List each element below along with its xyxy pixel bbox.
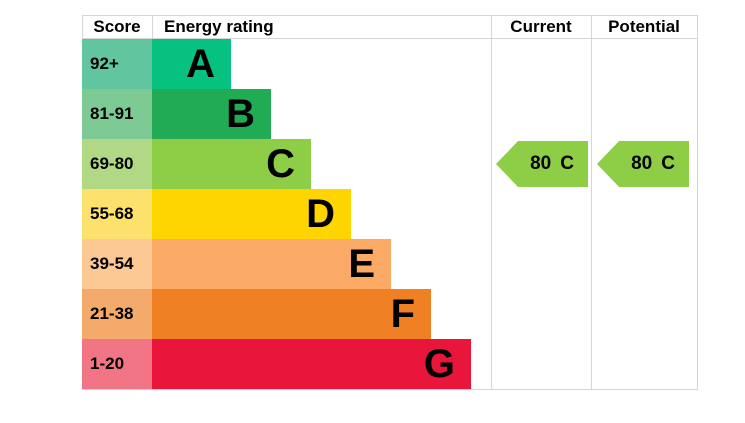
score-column-header: Score <box>93 17 141 36</box>
score-column-divider <box>152 15 153 39</box>
band-score-label: 1-20 <box>82 339 152 389</box>
header-left-border <box>82 15 83 39</box>
current-column-divider <box>491 15 492 390</box>
header-bottom-border <box>82 38 698 39</box>
current-rating-letter: C <box>560 153 574 174</box>
band-row: 1-20 G <box>82 339 698 389</box>
band-letter: C <box>266 142 295 186</box>
potential-column-header: Potential <box>608 17 680 36</box>
band-letter: E <box>348 242 375 286</box>
band-score-label: 81-91 <box>82 89 152 139</box>
band-bar: E <box>152 239 391 289</box>
band-score-label: 69-80 <box>82 139 152 189</box>
band-row: 55-68 D <box>82 189 698 239</box>
band-score-label: 21-38 <box>82 289 152 339</box>
current-column-header: Current <box>510 17 572 36</box>
band-bar: F <box>152 289 431 339</box>
energy-rating-column-header: Energy rating <box>164 17 274 36</box>
band-bar: G <box>152 339 471 389</box>
band-row: 21-38 F <box>82 289 698 339</box>
band-letter: A <box>186 42 215 86</box>
table-right-border <box>697 15 698 390</box>
potential-score-value: 80 <box>631 153 653 174</box>
band-row: 39-54 E <box>82 239 698 289</box>
potential-column-divider <box>591 15 592 390</box>
potential-rating-arrow: 80 C <box>597 141 689 187</box>
band-row: 92+ A <box>82 39 698 89</box>
band-letter: D <box>306 192 335 236</box>
band-bar: A <box>152 39 231 89</box>
band-letter: G <box>423 342 455 386</box>
band-score-label: 55-68 <box>82 189 152 239</box>
potential-rating-letter: C <box>661 153 675 174</box>
table-bottom-border <box>82 389 698 390</box>
band-row: 81-91 B <box>82 89 698 139</box>
band-row: 69-80 C <box>82 139 698 189</box>
epc-table: Score Energy rating Current Potential 92… <box>82 15 698 390</box>
band-letter: F <box>390 292 415 336</box>
band-bar: D <box>152 189 351 239</box>
band-score-label: 39-54 <box>82 239 152 289</box>
band-bar: B <box>152 89 271 139</box>
current-rating-arrow: 80 C <box>496 141 588 187</box>
table-top-border <box>82 15 698 16</box>
band-letter: B <box>226 92 255 136</box>
band-bar: C <box>152 139 311 189</box>
current-score-value: 80 <box>530 153 552 174</box>
band-score-label: 92+ <box>82 39 152 89</box>
